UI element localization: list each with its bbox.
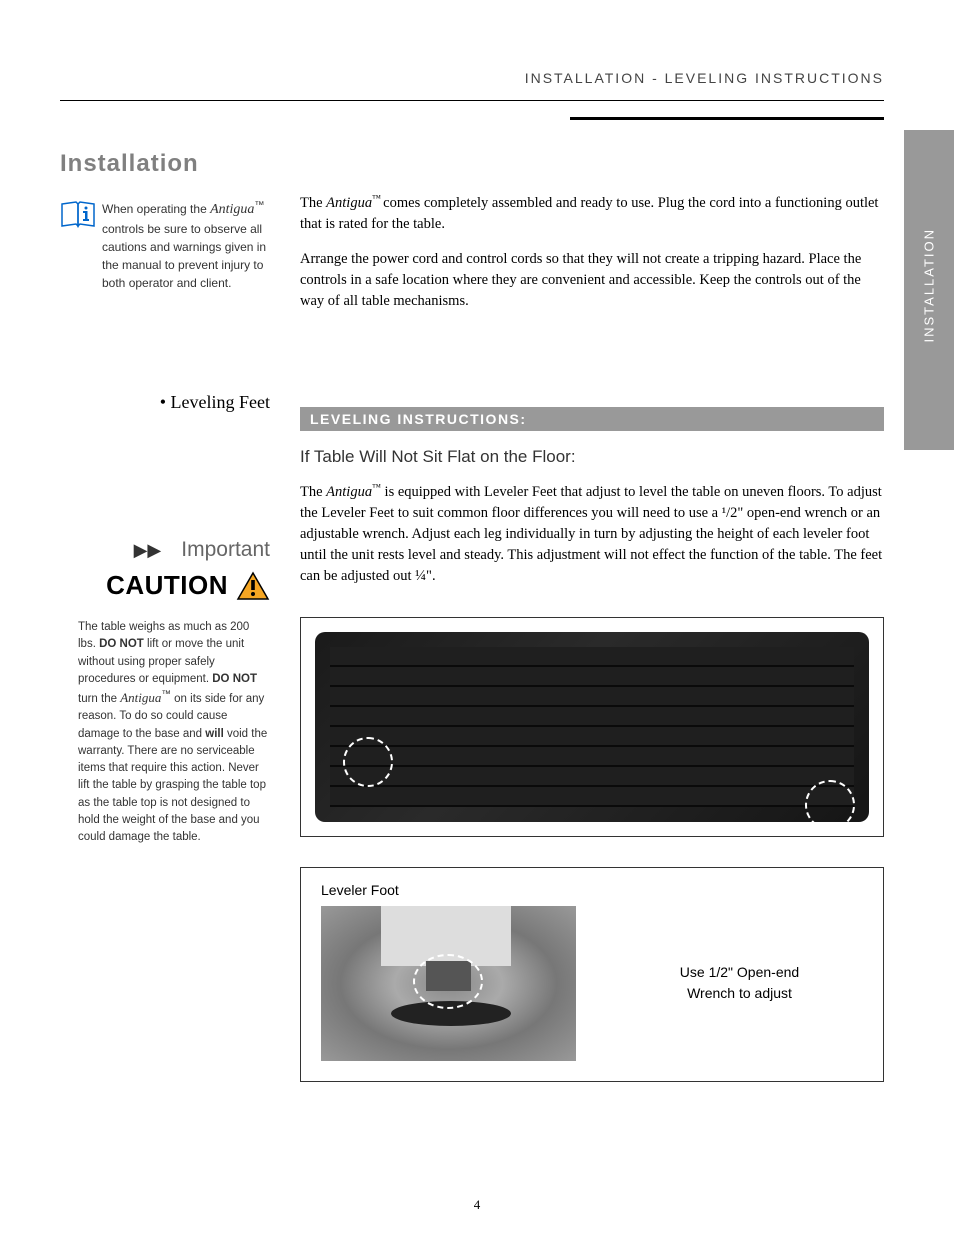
leveling-paragraph: The Antigua™ is equipped with Leveler Fe… — [300, 481, 884, 587]
trademark: ™ — [372, 482, 381, 492]
figure-table-base — [300, 617, 884, 837]
caution-p3: turn the — [78, 693, 120, 705]
intro-paragraph-2: Arrange the power cord and control cords… — [300, 249, 884, 312]
section-title: Installation — [60, 150, 270, 178]
caution-b1: DO NOT — [99, 638, 144, 650]
caution-heading: CAUTION — [60, 570, 270, 601]
info-book-icon — [60, 198, 96, 230]
caution-b3: will — [205, 728, 224, 740]
right-column: The Antigua™ comes completely assembled … — [290, 150, 884, 1082]
header-rule — [60, 100, 884, 101]
trademark: ™ — [254, 200, 264, 211]
spacer — [300, 150, 884, 192]
important-label: Important — [181, 538, 270, 562]
page-content: INSTALLATION - LEVELING INSTRUCTIONS Ins… — [0, 0, 954, 1122]
figure2-caption: Use 1/2" Open-end Wrench to adjust — [616, 962, 863, 1004]
caution-b2: DO NOT — [212, 673, 257, 685]
info-note-text: When operating the Antigua™ controls be … — [102, 198, 270, 292]
caution-label: CAUTION — [106, 570, 228, 601]
product-name: Antigua — [120, 690, 161, 705]
caution-p5: void the warranty. There are no servicea… — [78, 728, 267, 844]
important-heading: ▶▶ Important — [60, 538, 270, 562]
trademark: ™ — [372, 193, 383, 203]
caption-line2: Wrench to adjust — [687, 985, 792, 1001]
table-base-image — [315, 632, 869, 822]
leveler-foot-label: Leveler Foot — [321, 882, 863, 898]
intro-paragraph-1: The Antigua™ comes completely assembled … — [300, 192, 884, 235]
double-arrow-icon: ▶▶ — [134, 540, 162, 561]
caption-line1: Use 1/2" Open-end — [680, 964, 799, 980]
warning-triangle-icon — [236, 571, 270, 601]
caution-body-text: The table weighs as much as 200 lbs. DO … — [60, 619, 270, 846]
lvl-prefix: The — [300, 484, 326, 500]
intro1-suffix: comes completely assembled and ready to … — [300, 195, 878, 232]
leveling-instructions-bar: LEVELING INSTRUCTIONS: — [300, 407, 884, 431]
info-prefix: When operating the — [102, 202, 210, 216]
product-name: Antigua — [326, 195, 372, 211]
sub-heading: If Table Will Not Sit Flat on the Floor: — [300, 447, 884, 467]
lvl-suffix: is equipped with Leveler Feet that adjus… — [300, 484, 882, 584]
intro1-prefix: The — [300, 195, 326, 211]
leveler-foot-image — [321, 906, 576, 1061]
header-thick-rule — [570, 117, 884, 120]
leveling-feet-bullet: • Leveling Feet — [60, 392, 270, 413]
callout-circle-right — [805, 780, 855, 822]
page-header: INSTALLATION - LEVELING INSTRUCTIONS — [60, 70, 884, 96]
callout-circle-left — [343, 737, 393, 787]
figure-leveler-foot: Leveler Foot Use 1/2" Open-end Wrench to… — [300, 867, 884, 1082]
product-name: Antigua — [326, 484, 372, 500]
page-number: 4 — [0, 1197, 954, 1213]
info-note-box: When operating the Antigua™ controls be … — [60, 198, 270, 292]
callout-circle — [413, 954, 483, 1009]
two-column-layout: Installation When operating the Antigua™… — [60, 150, 884, 1082]
trademark: ™ — [161, 689, 171, 700]
left-column: Installation When operating the Antigua™… — [60, 150, 290, 1082]
figure2-row: Use 1/2" Open-end Wrench to adjust — [321, 906, 863, 1061]
product-name: Antigua — [210, 202, 254, 217]
info-suffix: controls be sure to observe all cautions… — [102, 222, 266, 290]
